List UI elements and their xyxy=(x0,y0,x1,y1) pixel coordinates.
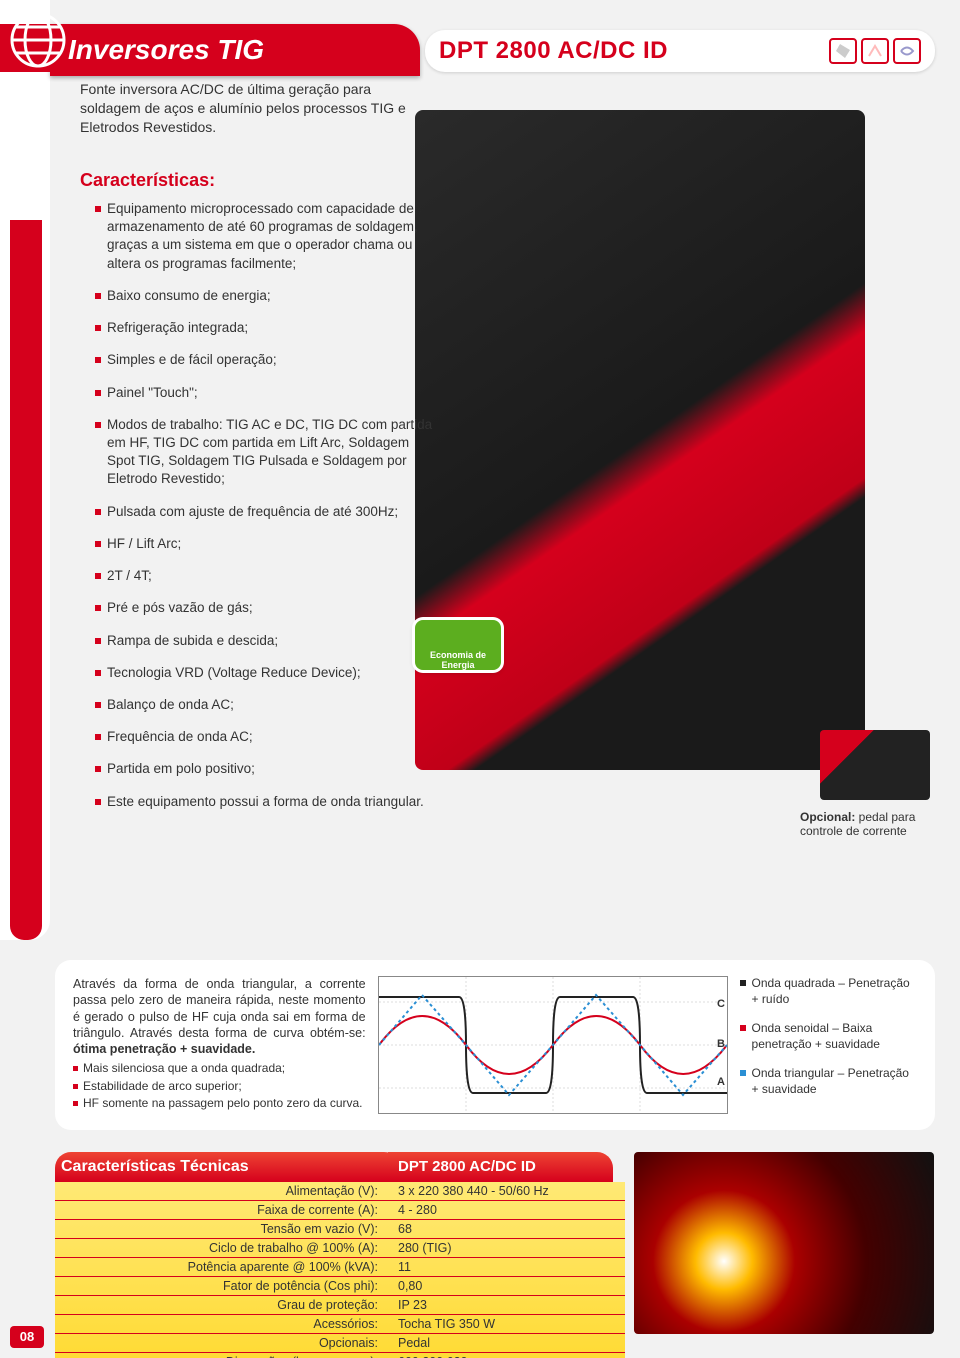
svg-text:B: B xyxy=(717,1038,725,1050)
feature-item: Balanço de onda AC; xyxy=(95,696,440,714)
spec-v: 68 xyxy=(388,1220,625,1238)
spec-k: Fator de potência (Cos phi): xyxy=(55,1277,388,1295)
spec-v: Pedal xyxy=(388,1334,625,1352)
feature-item: Equipamento microprocessado com capacida… xyxy=(95,200,440,273)
product-image xyxy=(415,110,865,770)
mid-bullet: HF somente na passagem pelo ponto zero d… xyxy=(73,1096,366,1112)
spec-v: 11 xyxy=(388,1258,625,1276)
spec-v: 600 300 620 xyxy=(388,1353,625,1358)
mid-panel: Através da forma de onda triangular, a c… xyxy=(55,960,935,1130)
feature-item: Simples e de fácil operação; xyxy=(95,351,440,369)
feature-item: 2T / 4T; xyxy=(95,567,440,585)
spec-k: Dimensões (l x c x a - mm): xyxy=(55,1353,388,1358)
spec-k: Alimentação (V): xyxy=(55,1182,388,1200)
header-subtitle: Fonte inversora AC/DC de última geração … xyxy=(80,80,410,137)
page-number: 08 xyxy=(10,1326,44,1348)
spec-body: Alimentação (V):3 x 220 380 440 - 50/60 … xyxy=(55,1182,625,1358)
feature-item: Tecnologia VRD (Voltage Reduce Device); xyxy=(95,664,440,682)
mid-para1-bold: ótima penetração + suavidade. xyxy=(73,1042,255,1056)
product-banner: DPT 2800 AC/DC ID xyxy=(425,30,935,72)
svg-text:C: C xyxy=(717,998,725,1010)
spec-header-left: Características Técnicas xyxy=(55,1152,400,1182)
features-title: Características: xyxy=(80,170,215,191)
features-list: Equipamento microprocessado com capacida… xyxy=(95,200,440,825)
feature-item: Refrigeração integrada; xyxy=(95,319,440,337)
spec-k: Potência aparente @ 100% (kVA): xyxy=(55,1258,388,1276)
spec-v: Tocha TIG 350 W xyxy=(388,1315,625,1333)
welding-photo xyxy=(634,1152,934,1334)
legend-sine: Onda senoidal – Baixa penetração + suavi… xyxy=(740,1021,917,1052)
legend-square: Onda quadrada – Penetração + ruído xyxy=(740,976,917,1007)
spec-k: Faixa de corrente (A): xyxy=(55,1201,388,1219)
mid-text: Através da forma de onda triangular, a c… xyxy=(73,976,366,1114)
header-tab: Inversores TIG xyxy=(50,24,420,76)
spec-k: Ciclo de trabalho @ 100% (A): xyxy=(55,1239,388,1257)
feature-item: HF / Lift Arc; xyxy=(95,535,440,553)
legend-tri: Onda triangular – Penetração + suavidade xyxy=(740,1066,917,1097)
feature-item: Frequência de onda AC; xyxy=(95,728,440,746)
globe-icon xyxy=(8,10,68,75)
feature-item: Painel "Touch"; xyxy=(95,384,440,402)
feature-item: Partida em polo positivo; xyxy=(95,760,440,778)
feature-item: Baixo consumo de energia; xyxy=(95,287,440,305)
feature-item: Modos de trabalho: TIG AC e DC, TIG DC c… xyxy=(95,416,440,489)
page: PROCESSO TIG Inversores TIG Fonte invers… xyxy=(0,0,960,1358)
spec-table: Características Técnicas DPT 2800 AC/DC … xyxy=(55,1152,625,1358)
spec-v: 280 (TIG) xyxy=(388,1239,625,1257)
wave-legend: Onda quadrada – Penetração + ruído Onda … xyxy=(740,976,917,1114)
product-badges xyxy=(829,38,921,64)
spec-v: IP 23 xyxy=(388,1296,625,1314)
sidebar-stripe xyxy=(10,220,42,940)
spec-k: Tensão em vazio (V): xyxy=(55,1220,388,1238)
mid-bullet: Estabilidade de arco superior; xyxy=(73,1079,366,1095)
pedal-label: Opcional: xyxy=(800,810,855,824)
spec-k: Grau de proteção: xyxy=(55,1296,388,1314)
pedal-image xyxy=(820,730,930,800)
badge-icon xyxy=(861,38,889,64)
header-title: Inversores TIG xyxy=(68,34,264,65)
spec-k: Opcionais: xyxy=(55,1334,388,1352)
mid-para1: Através da forma de onda triangular, a c… xyxy=(73,977,366,1040)
spec-k: Acessórios: xyxy=(55,1315,388,1333)
feature-item: Rampa de subida e descida; xyxy=(95,632,440,650)
feature-item: Este equipamento possui a forma de onda … xyxy=(95,793,440,811)
svg-text:A: A xyxy=(717,1076,725,1088)
feature-item: Pulsada com ajuste de frequência de até … xyxy=(95,503,440,521)
product-title: DPT 2800 AC/DC ID xyxy=(439,37,668,65)
badge-icon xyxy=(893,38,921,64)
spec-v: 4 - 280 xyxy=(388,1201,625,1219)
spec-v: 0,80 xyxy=(388,1277,625,1295)
pedal-caption: Opcional: pedal para controle de corrent… xyxy=(800,810,930,838)
wave-chart: C B A xyxy=(378,976,728,1114)
sidebar xyxy=(0,0,50,940)
badge-icon xyxy=(829,38,857,64)
spec-v: 3 x 220 380 440 - 50/60 Hz xyxy=(388,1182,625,1200)
mid-bullet: Mais silenciosa que a onda quadrada; xyxy=(73,1061,366,1077)
spec-header-right: DPT 2800 AC/DC ID xyxy=(388,1152,613,1182)
feature-item: Pré e pós vazão de gás; xyxy=(95,599,440,617)
